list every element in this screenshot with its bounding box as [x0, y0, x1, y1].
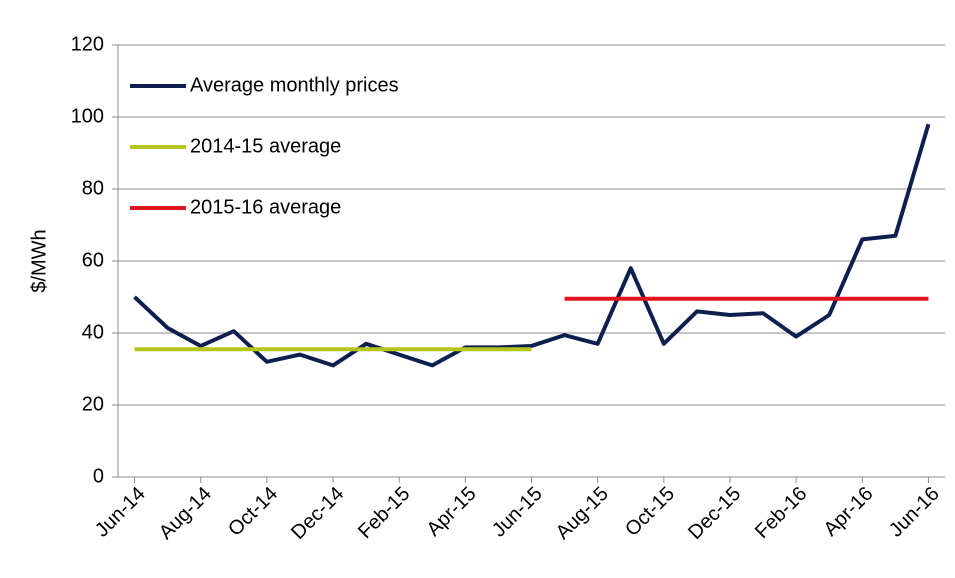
y-tick-label: 120: [71, 33, 104, 55]
legend-label: 2015-16 average: [190, 196, 341, 218]
series-line: [133, 123, 931, 368]
y-tick-label: 100: [71, 105, 104, 127]
x-tick-label: Oct-15: [621, 483, 679, 541]
legend-label: 2014-15 average: [190, 135, 341, 157]
x-tick-label: Apr-15: [423, 483, 481, 541]
y-tick-label: 0: [93, 465, 104, 487]
y-tick-label: 80: [82, 177, 104, 199]
x-tick-label: Oct-14: [224, 483, 282, 541]
x-tick-label: Jun-16: [885, 483, 944, 542]
x-tick-label: Apr-16: [820, 483, 878, 541]
y-tick-label: 20: [82, 393, 104, 415]
x-tick-label: Jun-14: [91, 483, 150, 542]
legend-label: Average monthly prices: [190, 74, 399, 96]
x-tick-label: Aug-15: [552, 483, 613, 544]
y-axis-label: $/MWh: [28, 229, 50, 292]
x-tick-label: Dec-15: [684, 483, 745, 544]
y-tick-label: 60: [82, 249, 104, 271]
x-tick-label: Feb-15: [354, 483, 414, 543]
x-tick-label: Dec-14: [287, 483, 348, 544]
y-tick-label: 40: [82, 321, 104, 343]
x-tick-label: Feb-16: [751, 483, 811, 543]
x-tick-label: Aug-14: [155, 483, 216, 544]
x-tick-label: Jun-15: [488, 483, 547, 542]
